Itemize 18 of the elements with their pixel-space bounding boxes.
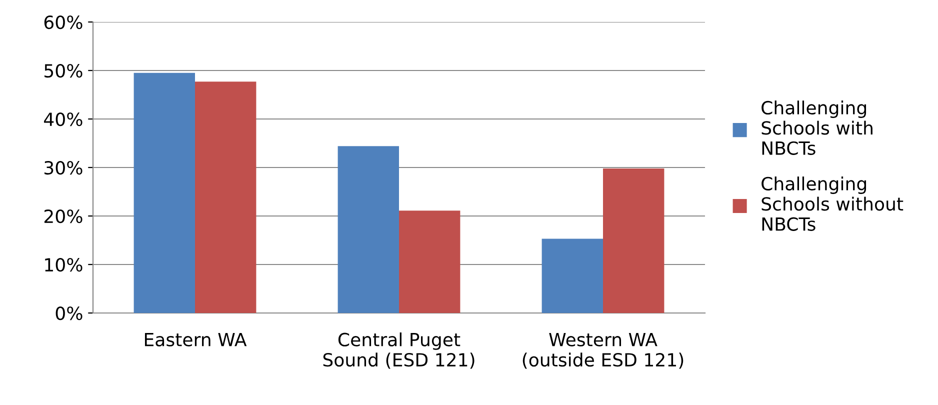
bar <box>542 238 603 313</box>
y-tick-label: 50% <box>44 64 82 78</box>
x-tick-label: Eastern WA <box>144 333 247 346</box>
legend-label: Challenging Schools without NBCTs <box>762 176 904 231</box>
x-tick-label: Central Puget Sound (ESD 121) <box>323 332 474 369</box>
bar <box>134 72 195 313</box>
x-tick-label: Western WA (outside ESD 121) <box>522 333 684 369</box>
y-tick-label: 30% <box>44 160 82 175</box>
bar <box>338 146 399 313</box>
y-tick-label: 10% <box>45 258 82 272</box>
bar <box>399 210 460 313</box>
y-tick-label: 20% <box>44 209 82 224</box>
y-tick-label: 0% <box>56 306 82 320</box>
legend-label: Challenging Schools with NBCTs <box>762 100 872 155</box>
y-tick-label: 60% <box>44 15 82 30</box>
bar <box>195 82 256 313</box>
y-tick-label: 40% <box>44 112 82 126</box>
bar <box>603 168 664 313</box>
